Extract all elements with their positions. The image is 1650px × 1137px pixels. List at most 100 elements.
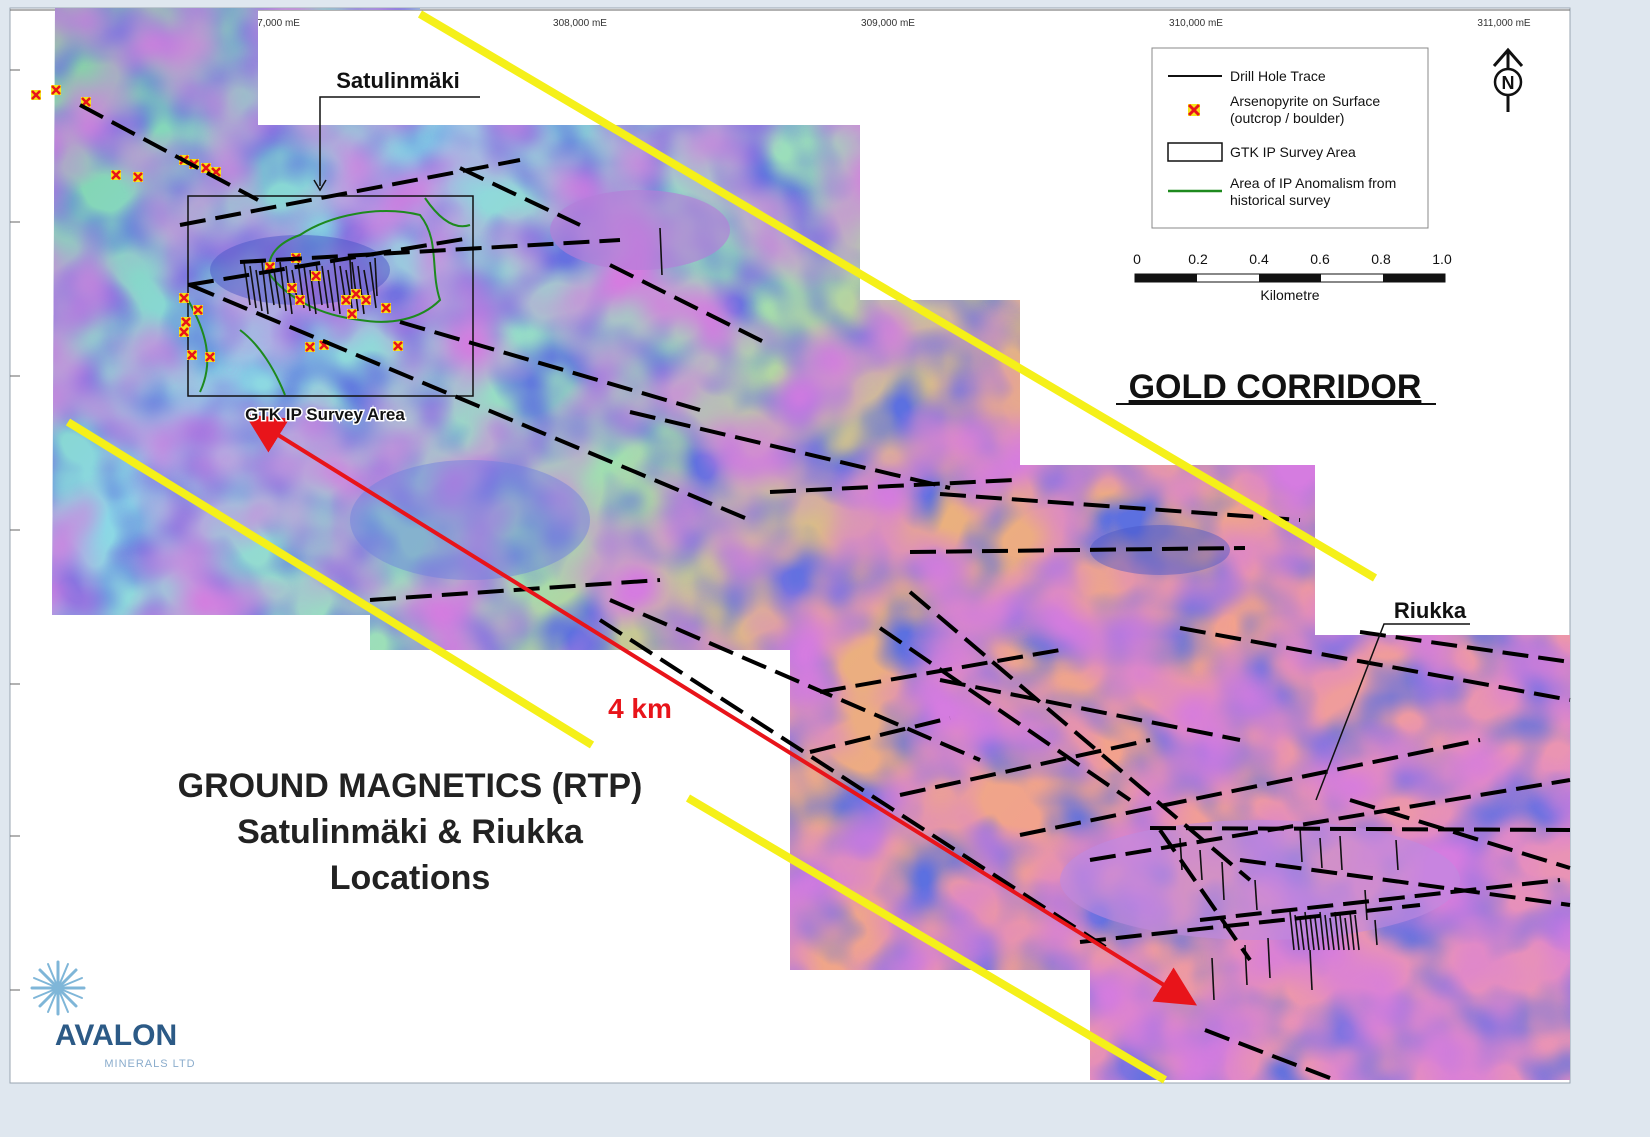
structure-line (1158, 828, 1252, 962)
arsenopyrite-symbol (351, 289, 361, 299)
drill-hole-trace (249, 265, 257, 309)
structure-line (187, 236, 471, 287)
arsenopyrite-symbol (347, 309, 357, 319)
scale-tick-label: 0.6 (1310, 251, 1330, 267)
arsenopyrite-symbol (193, 305, 203, 315)
scale-tick-label: 0.4 (1249, 251, 1269, 267)
drill-hole-trace (255, 269, 263, 312)
arsenopyrite-symbol (393, 341, 403, 351)
structure-line (1179, 626, 1571, 702)
avalon-star-icon (30, 960, 86, 1016)
drill-hole-trace (1267, 937, 1271, 979)
drill-hole-trace (349, 259, 353, 291)
drill-hole-trace (1289, 911, 1295, 951)
drill-hole-trace (1299, 917, 1305, 951)
structure-line (1349, 798, 1571, 870)
drill-hole-trace (1254, 879, 1258, 911)
drill-hole-trace (303, 265, 311, 312)
drill-hole-trace (327, 269, 335, 312)
northing-ticks (10, 69, 20, 991)
gtk-area-label: GTK IP Survey Area (245, 405, 405, 424)
legend-drill-hole: Drill Hole Trace (1230, 68, 1326, 84)
riukka-leader (1315, 623, 1470, 801)
easting-label-307000: 307,000 mE (246, 18, 300, 29)
drill-hole-trace (1339, 835, 1343, 871)
arsenopyrite-symbol (133, 172, 143, 182)
avalon-logo: AVALON MINERALS LTD (30, 960, 195, 1070)
logo-name: AVALON (55, 1019, 177, 1052)
drill-hole-trace (321, 265, 329, 309)
structure-line (79, 103, 259, 202)
satulinmaki-leader (319, 96, 480, 186)
legend-ip-anomaly-1: Area of IP Anomalism from (1230, 175, 1396, 191)
easting-label-310000: 310,000 mE (1169, 18, 1223, 29)
drill-hole-trace (1199, 849, 1203, 881)
drill-hole-trace (1334, 911, 1340, 951)
riukka-label: Riukka (1394, 598, 1467, 623)
drill-hole-trace (1339, 914, 1345, 951)
drill-hole-trace (1211, 957, 1215, 1001)
legend-arsenopyrite-2: (outcrop / boulder) (1230, 110, 1344, 126)
drill-hole-trace (1221, 861, 1225, 901)
drill-hole-trace (1319, 837, 1323, 869)
legend-box (1151, 47, 1429, 229)
drill-hole-trace (1349, 911, 1355, 951)
scale-tick-labels: 0 0.2 0.4 0.6 0.8 1.0 (1133, 251, 1452, 267)
arsenopyrite-symbol (295, 295, 305, 305)
arsenopyrite-symbol (51, 85, 61, 95)
easting-label-308000: 308,000 mE (553, 18, 607, 29)
drill-hole-trace (333, 261, 341, 315)
drill-hole-trace (1354, 914, 1360, 951)
drill-hole-trace (1395, 839, 1399, 871)
gtk-legend-symbol (1167, 142, 1223, 162)
arsenopyrite-symbol (341, 295, 351, 305)
structure-line (1199, 878, 1561, 922)
north-arrow-icon: N (1492, 47, 1524, 112)
drill-hole-trace (1309, 949, 1313, 991)
north-letter: N (1502, 73, 1515, 93)
structure-line (189, 283, 746, 520)
legend-gtk: GTK IP Survey Area (1230, 144, 1356, 160)
arsenopyrite-symbol (179, 293, 189, 303)
drill-hole-trace (1374, 919, 1378, 946)
drill-hole-trace (273, 269, 281, 309)
drill-hole-trace (1309, 914, 1315, 951)
drill-hole-trace (659, 227, 663, 276)
title-line-1: GROUND MAGNETICS (RTP) (178, 767, 643, 805)
drill-hole-trace (1314, 917, 1320, 951)
arsenopyrite-symbol (31, 90, 41, 100)
logo-subtitle: MINERALS LTD (104, 1058, 195, 1070)
arsenopyrite-symbol (111, 170, 121, 180)
title-line-3: Locations (330, 859, 491, 897)
easting-label-311000: 311,000 mE (1477, 18, 1531, 29)
easting-label-309000: 309,000 mE (861, 18, 915, 29)
drill-hole-trace (1299, 827, 1303, 863)
legend-arsenopyrite-1: Arsenopyrite on Surface (1230, 93, 1380, 109)
scale-tick-label: 0.2 (1188, 251, 1208, 267)
structure-line (399, 320, 701, 412)
structure-line (239, 238, 621, 264)
scale-tick-label: 1.0 (1432, 251, 1452, 267)
arsenopyrite-symbol (201, 163, 211, 173)
distance-label: 4 km (608, 693, 672, 724)
scale-unit: Kilometre (1260, 287, 1319, 303)
structure-line (459, 166, 581, 227)
arsenopyrite-legend-symbol (1187, 103, 1201, 117)
arsenopyrite-symbol (311, 271, 321, 281)
drill-hole-trace (243, 261, 251, 306)
structure-line (1204, 1028, 1331, 1080)
scale-bar: 0 0.2 0.4 0.6 0.8 1.0 Kilometre (1133, 251, 1452, 303)
drill-hole-trace (351, 261, 359, 312)
drill-hole-trace (1329, 917, 1335, 951)
arsenopyrite-symbol (187, 350, 197, 360)
drill-hole-trace (1324, 914, 1330, 951)
drill-hole-trace (1344, 917, 1350, 951)
satulinmaki-label: Satulinmäki (336, 68, 459, 93)
structure-line (1239, 858, 1571, 907)
arsenopyrite-symbol (287, 283, 297, 293)
drill-hole-trace (1364, 889, 1368, 921)
legend-ip-anomaly-2: historical survey (1230, 192, 1330, 208)
arsenopyrite-symbol (381, 303, 391, 313)
